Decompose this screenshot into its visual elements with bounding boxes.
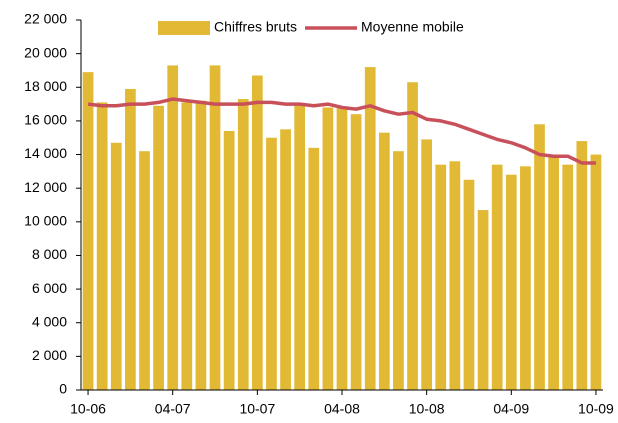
bar [435,164,447,390]
bar [125,88,136,391]
bar [477,210,489,390]
y-tick-label: 4 000 [32,313,67,329]
line [87,97,596,165]
bar [548,156,559,390]
bar [590,154,602,390]
bar [96,102,108,390]
legend-label: Moyenne mobile [361,19,464,35]
legend-label: Chiffres bruts [214,19,297,35]
x-tick-label: 10-09 [578,401,614,417]
bar [153,105,164,390]
bar [520,166,531,390]
bar [223,131,235,390]
x-tick-label: 10-07 [239,401,275,417]
bar [209,65,221,390]
bar [491,164,503,390]
bar [421,139,433,390]
bar [139,151,150,390]
bar [280,129,291,390]
y-tick-label: 22 000 [24,11,67,27]
bar [266,137,277,390]
x-tick-label: 04-08 [324,401,360,417]
y-tick-label: 20 000 [24,44,67,60]
bar [181,102,193,390]
bar [562,164,574,390]
bar [110,142,122,390]
legend-swatch [158,21,210,35]
y-tick-label: 12 000 [24,179,67,195]
bar [449,161,461,390]
bar [167,65,179,390]
y-tick-label: 18 000 [24,78,67,94]
bar [350,114,362,390]
y-tick-label: 14 000 [24,145,67,161]
y-tick-label: 6 000 [32,280,67,296]
x-tick-label: 04-09 [493,401,529,417]
bar [378,132,390,390]
y-tick-label: 16 000 [24,112,67,128]
bar [251,75,263,390]
bar [393,151,404,390]
bar [364,67,376,390]
bar [407,82,418,391]
bar [308,147,320,390]
bar [294,105,306,390]
bar [322,107,334,391]
bar [576,141,588,390]
y-tick-label: 2 000 [32,347,67,363]
y-tick-label: 8 000 [32,246,67,262]
bar [195,100,207,391]
bar [534,124,545,390]
x-tick-label: 10-06 [70,401,106,417]
bar [505,174,517,390]
y-tick-label: 0 [59,381,67,397]
bar [82,72,94,391]
bar [237,99,249,390]
y-tick-label: 10 000 [24,213,67,229]
bar [463,179,475,390]
x-tick-label: 04-07 [155,401,191,417]
x-tick-label: 10-08 [409,401,445,417]
bar [336,107,348,391]
